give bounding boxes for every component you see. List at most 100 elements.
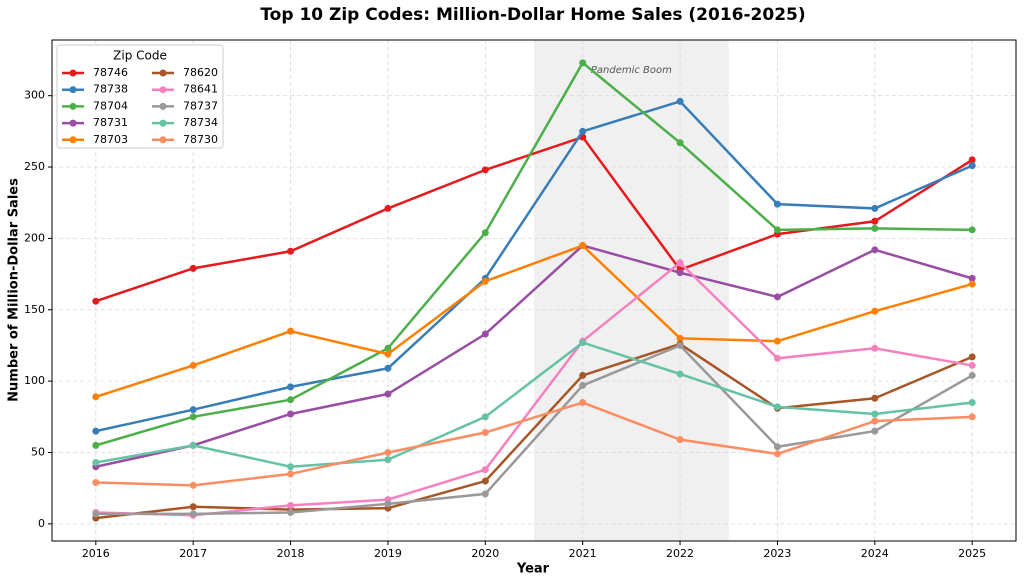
data-point <box>287 327 295 335</box>
data-point <box>189 264 197 272</box>
x-tick-label: 2025 <box>958 547 986 560</box>
data-point <box>968 353 976 361</box>
data-point <box>871 217 879 225</box>
data-point <box>579 399 587 407</box>
data-point <box>92 458 100 466</box>
data-point <box>773 226 781 234</box>
data-point <box>287 247 295 255</box>
x-axis-label: Year <box>516 562 550 577</box>
data-point <box>871 410 879 418</box>
legend-marker <box>69 136 77 144</box>
data-point <box>579 371 587 379</box>
legend-label: 78746 <box>93 66 128 79</box>
legend-label: 78738 <box>93 83 128 96</box>
data-point <box>287 410 295 418</box>
data-point <box>189 413 197 421</box>
plot-frame <box>51 39 1017 542</box>
legend-marker <box>159 119 167 127</box>
legend: Zip Code 78746 78738 78704 78731 78703 78620 78… <box>56 44 224 149</box>
data-point <box>481 277 489 285</box>
data-point <box>189 406 197 414</box>
y-tick-label: 250 <box>24 160 45 173</box>
data-point <box>676 97 684 105</box>
data-point <box>773 354 781 362</box>
legend-marker <box>69 86 77 94</box>
legend-label: 78703 <box>93 133 128 146</box>
data-point <box>384 350 392 358</box>
data-point <box>92 393 100 401</box>
data-point <box>871 224 879 232</box>
legend-box <box>56 44 224 149</box>
data-point <box>384 364 392 372</box>
legend-marker <box>159 86 167 94</box>
data-point <box>384 204 392 212</box>
data-point <box>579 127 587 135</box>
data-point <box>773 450 781 458</box>
data-point <box>968 361 976 369</box>
data-point <box>871 344 879 352</box>
annotation: Pandemic Boom <box>591 65 672 76</box>
data-point <box>287 463 295 471</box>
series-line <box>95 343 973 516</box>
data-point <box>189 441 197 449</box>
data-point <box>579 339 587 347</box>
data-point <box>773 403 781 411</box>
y-tick-label: 0 <box>38 517 45 530</box>
data-point <box>968 280 976 288</box>
x-tick-label: 2023 <box>763 547 791 560</box>
legend-label: 78731 <box>93 116 128 129</box>
data-point <box>189 481 197 489</box>
data-point <box>871 246 879 254</box>
data-point <box>92 427 100 435</box>
data-point <box>287 508 295 516</box>
data-point <box>871 394 879 402</box>
x-tick-label: 2017 <box>179 547 207 560</box>
data-point <box>676 341 684 349</box>
legend-label: 78730 <box>183 133 218 146</box>
data-point <box>189 510 197 518</box>
legend-label: 78704 <box>93 99 128 112</box>
data-point <box>92 478 100 486</box>
data-point <box>384 449 392 457</box>
x-tick-label: 2018 <box>277 547 305 560</box>
data-point <box>871 307 879 315</box>
series-line <box>95 401 973 487</box>
data-point <box>676 269 684 277</box>
data-point <box>579 59 587 67</box>
data-point <box>481 466 489 474</box>
data-point <box>384 344 392 352</box>
data-point <box>481 490 489 498</box>
data-point <box>773 337 781 345</box>
data-point <box>481 413 489 421</box>
y-tick-label: 150 <box>24 303 45 316</box>
y-tick-label: 50 <box>31 446 45 459</box>
y-tick-label: 300 <box>24 89 45 102</box>
data-point <box>676 259 684 267</box>
y-tick-label: 200 <box>24 231 45 244</box>
data-point <box>968 399 976 407</box>
series-line <box>95 99 973 433</box>
series-line <box>95 341 973 469</box>
legend-label: 78734 <box>183 116 218 129</box>
x-tick-label: 2016 <box>82 547 110 560</box>
data-point <box>481 229 489 237</box>
data-point <box>92 441 100 449</box>
legend-marker <box>69 119 77 127</box>
series-line <box>95 342 973 520</box>
data-point <box>579 381 587 389</box>
data-point <box>773 200 781 208</box>
x-tick-label: 2020 <box>471 547 499 560</box>
data-point <box>384 390 392 398</box>
data-point <box>968 156 976 164</box>
x-tick-label: 2019 <box>374 547 402 560</box>
series-line <box>95 244 973 399</box>
data-point <box>384 500 392 508</box>
data-point <box>287 396 295 404</box>
legend-marker <box>159 102 167 110</box>
data-point <box>773 443 781 451</box>
legend-marker <box>69 102 77 110</box>
series-line <box>95 244 973 468</box>
data-point <box>384 456 392 464</box>
legend-marker <box>159 69 167 77</box>
